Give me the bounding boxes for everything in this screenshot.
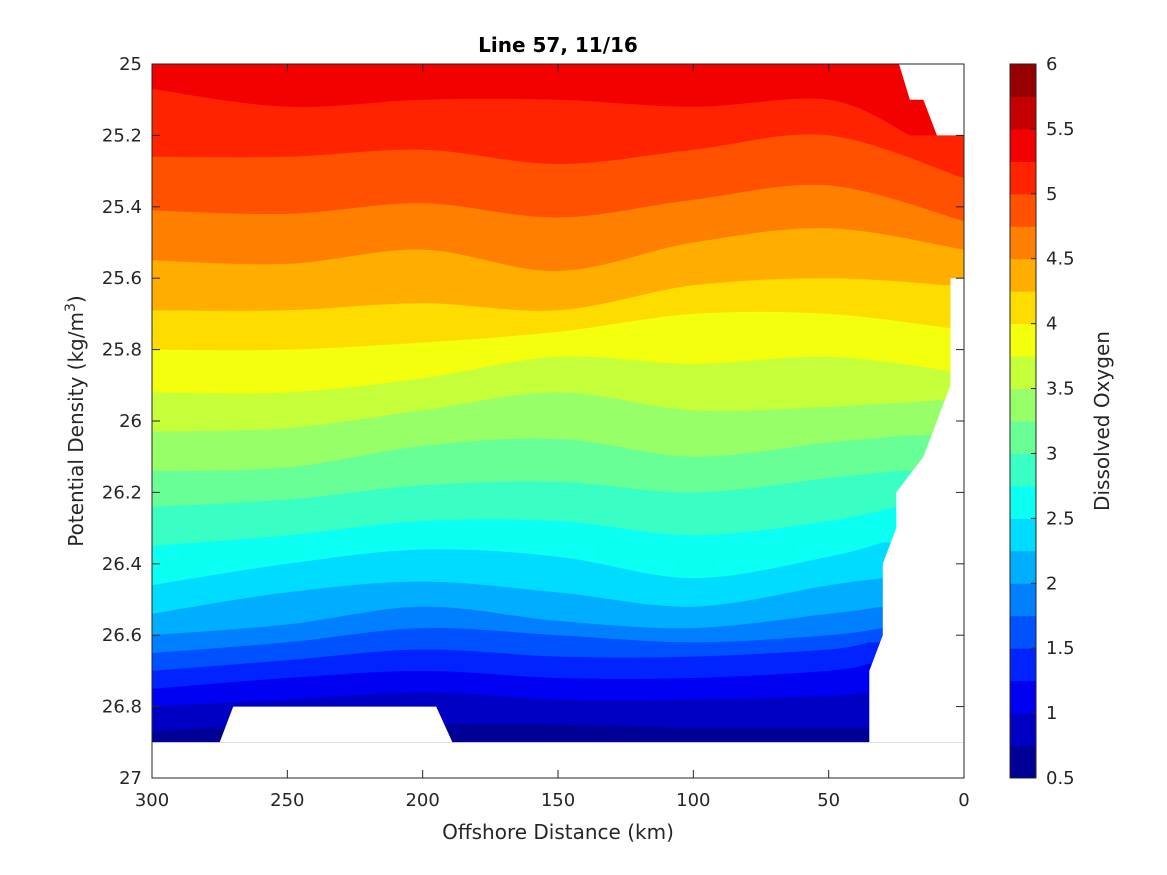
colorbar-tick-label: 2	[1046, 573, 1057, 594]
colorbar-segment	[1010, 648, 1036, 682]
colorbar-segment	[1010, 323, 1036, 357]
colorbar-segment	[1010, 64, 1036, 97]
colorbar-tick-label: 5	[1046, 184, 1057, 205]
chart-title: Line 57, 11/16	[478, 33, 638, 57]
colorbar-segment	[1010, 680, 1036, 714]
colorbar-segment	[1010, 550, 1036, 584]
y-tick-label: 26.4	[102, 554, 142, 575]
y-tick-label: 25.8	[102, 340, 142, 361]
contour-fill-layer	[152, 64, 964, 778]
colorbar-segment	[1010, 128, 1036, 162]
y-tick-label: 26.8	[102, 697, 142, 718]
x-tick-label: 50	[817, 790, 840, 811]
x-tick-label: 150	[541, 790, 575, 811]
y-tick-label: 26.2	[102, 482, 142, 503]
colorbar-tick-label: 4	[1046, 314, 1057, 335]
y-axis-label-superscript: 3	[63, 303, 79, 312]
colorbar-segment	[1010, 226, 1036, 260]
y-tick-label: 26	[119, 411, 142, 432]
colorbar-tick-label: 1	[1046, 703, 1057, 724]
missing-region-top-right	[899, 64, 964, 136]
y-axis-label-main: Potential Density (kg/m	[64, 312, 88, 547]
y-tick-label: 25.2	[102, 125, 142, 146]
colorbar-segment	[1010, 161, 1036, 195]
colorbar-segment	[1010, 193, 1036, 227]
colorbar-tick-label: 0.5	[1046, 768, 1075, 789]
x-axis-label: Offshore Distance (km)	[442, 820, 674, 844]
colorbar-tick-label: 5.5	[1046, 119, 1075, 140]
missing-region-bottom-notch	[219, 706, 453, 743]
y-tick-label: 25.6	[102, 268, 142, 289]
x-tick-label: 250	[270, 790, 304, 811]
colorbar-segment	[1010, 615, 1036, 649]
colorbar-segment	[1010, 453, 1036, 487]
colorbar-segment	[1010, 291, 1036, 325]
y-tick-label: 25.4	[102, 197, 142, 218]
colorbar-segment	[1010, 96, 1036, 130]
y-tick-label: 27	[119, 768, 142, 789]
colorbar-tick-label: 6	[1046, 54, 1057, 75]
colorbar-tick-label: 4.5	[1046, 249, 1075, 270]
colorbar: 0.5 1 1.5 2 2.5 3 3.5 4 4.5 5 5.5 6	[1009, 54, 1075, 789]
y-axis-label-end: )	[64, 295, 88, 303]
missing-region-right-side	[869, 242, 964, 743]
colorbar-tick-label: 1.5	[1046, 638, 1075, 659]
x-axis: 300 250 200 150 100 50 0	[135, 64, 970, 811]
colorbar-tick-label: 2.5	[1046, 508, 1075, 529]
x-tick-label: 100	[676, 790, 710, 811]
colorbar-segment	[1010, 388, 1036, 422]
colorbar-segment	[1010, 356, 1036, 390]
colorbar-segment	[1010, 485, 1036, 519]
y-axis-label: Potential Density (kg/m3)	[63, 295, 88, 546]
x-tick-label: 300	[135, 790, 169, 811]
colorbar-segment	[1010, 745, 1036, 779]
y-tick-label: 26.6	[102, 625, 142, 646]
colorbar-tick-label: 3	[1046, 443, 1057, 464]
x-tick-label: 0	[958, 790, 969, 811]
colorbar-tick-label: 3.5	[1046, 379, 1075, 400]
missing-region-bottom-strip	[152, 742, 964, 778]
colorbar-segment	[1010, 518, 1036, 552]
x-tick-label: 200	[405, 790, 439, 811]
colorbar-segment	[1010, 583, 1036, 617]
colorbar-segment	[1010, 421, 1036, 454]
colorbar-segment	[1010, 258, 1036, 292]
y-tick-label: 25	[119, 54, 142, 75]
missing-data-layer	[152, 64, 964, 778]
colorbar-frame	[1009, 63, 1037, 779]
colorbar-segment	[1010, 713, 1036, 747]
y-axis: 25 25.2 25.4 25.6 25.8 26 26.2 26.4 26.6 26.8 27	[102, 54, 964, 789]
colorbar-label: Dissolved Oxygen	[1090, 331, 1114, 511]
